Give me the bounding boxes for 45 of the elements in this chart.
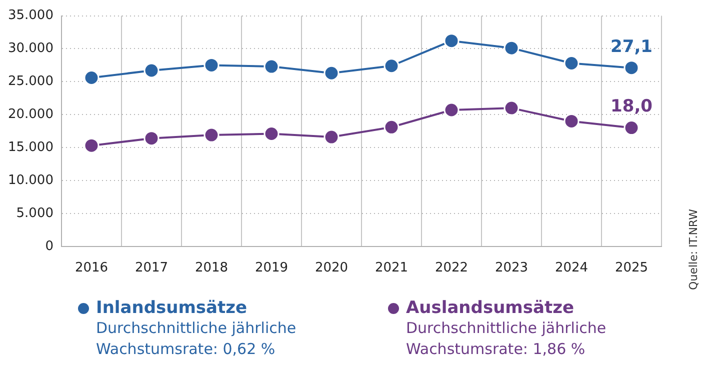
y-tick-label: 25.000 bbox=[8, 74, 54, 90]
x-tick-label: 2025 bbox=[614, 260, 648, 276]
point bbox=[144, 62, 160, 78]
y-tick-label: 30.000 bbox=[8, 41, 54, 56]
point bbox=[144, 130, 160, 146]
point bbox=[564, 113, 580, 129]
point bbox=[504, 100, 520, 116]
point bbox=[384, 58, 400, 74]
annotation: 18,0 bbox=[610, 96, 653, 117]
x-tick-label: 2017 bbox=[134, 260, 168, 276]
annotation: 27,1 bbox=[610, 36, 652, 57]
source-note: Quelle: IT.NRW bbox=[686, 209, 700, 290]
point bbox=[204, 127, 220, 143]
text: Durchschnittliche jährliche Wachstumsrate: 1,86 % bbox=[406, 318, 608, 360]
x-tick-label: 2021 bbox=[374, 260, 408, 276]
point bbox=[624, 120, 640, 136]
point bbox=[324, 129, 340, 145]
y-tick-label: 15.000 bbox=[8, 140, 54, 155]
point bbox=[504, 40, 520, 56]
legend-label: Auslandsumsätze bbox=[406, 298, 574, 318]
x-tick-label: 2020 bbox=[314, 260, 348, 276]
x-tick-label: 2024 bbox=[554, 260, 588, 276]
point bbox=[84, 138, 100, 154]
legend-label: Inlandsumsätze bbox=[96, 298, 248, 318]
text: Durchschnittliche jährliche Wachstumsrate: 0,62 % bbox=[96, 318, 298, 360]
point bbox=[84, 70, 100, 86]
point bbox=[324, 65, 340, 81]
point bbox=[624, 60, 640, 76]
point bbox=[264, 126, 280, 142]
x-tick-label: 2019 bbox=[254, 260, 288, 276]
y-tick-label: 20.000 bbox=[8, 107, 54, 122]
point bbox=[264, 58, 280, 74]
point bbox=[564, 55, 580, 71]
x-tick-label: 2022 bbox=[434, 260, 468, 276]
y-tick-label: 35.000 bbox=[8, 8, 54, 24]
x-tick-label: 2023 bbox=[494, 260, 528, 276]
x-tick-label: 2018 bbox=[194, 260, 228, 276]
point bbox=[444, 102, 460, 118]
point bbox=[444, 33, 460, 49]
y-tick-label: 10.000 bbox=[8, 172, 54, 188]
y-tick-label: 5.000 bbox=[16, 206, 54, 221]
x-tick-label: 2016 bbox=[74, 260, 108, 276]
point bbox=[384, 119, 400, 135]
point bbox=[204, 57, 220, 73]
y-tick-label: 0 bbox=[45, 238, 54, 254]
